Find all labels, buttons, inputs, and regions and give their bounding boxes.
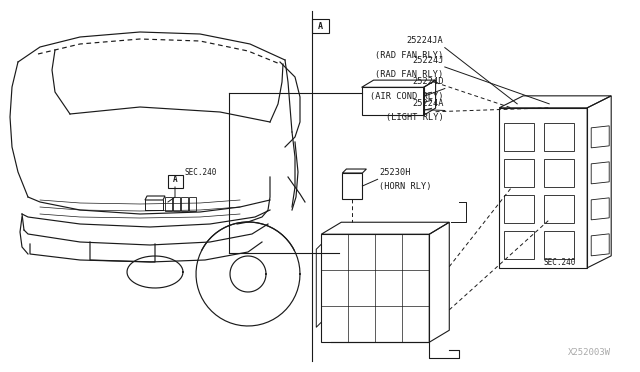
Text: SEC.240: SEC.240 [544, 258, 576, 267]
Text: X252003W: X252003W [568, 348, 611, 357]
Text: SEC.240: SEC.240 [185, 169, 217, 177]
Text: A: A [317, 22, 323, 31]
Text: 25224JA: 25224JA [407, 36, 444, 45]
Text: A: A [173, 176, 177, 185]
Text: 25230H: 25230H [379, 168, 410, 177]
Text: (RAD FAN RLY): (RAD FAN RLY) [375, 70, 444, 79]
Text: 25224D: 25224D [412, 77, 444, 86]
Text: 25224J: 25224J [412, 56, 444, 65]
Text: (RAD FAN RLY): (RAD FAN RLY) [375, 51, 444, 60]
Text: (AIR COND RLY): (AIR COND RLY) [370, 92, 444, 100]
Text: (HORN RLY): (HORN RLY) [379, 182, 431, 191]
Text: (LIGHT RLY): (LIGHT RLY) [386, 113, 444, 122]
Text: 25224A: 25224A [412, 99, 444, 108]
